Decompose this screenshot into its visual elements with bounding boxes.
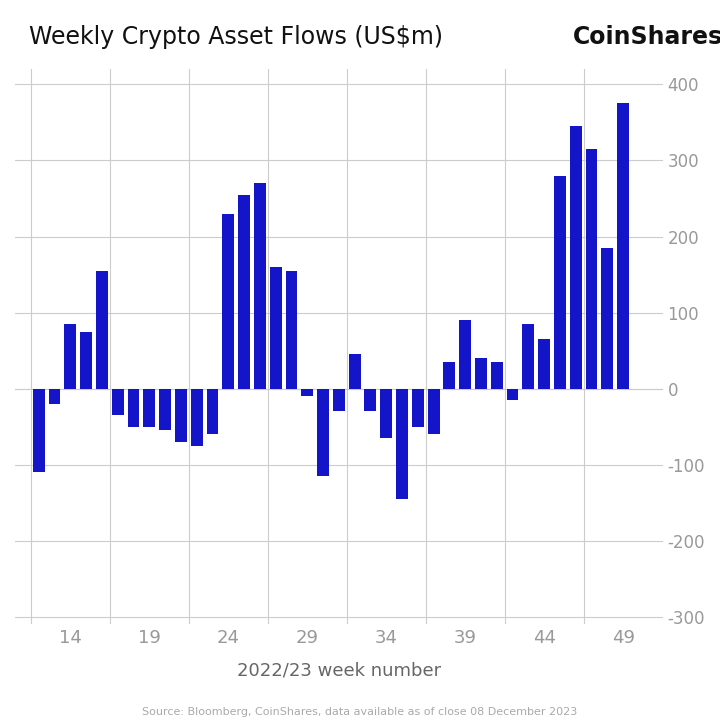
X-axis label: 2022/23 week number: 2022/23 week number (237, 661, 441, 679)
Bar (159, 388, 171, 430)
Bar (301, 388, 313, 396)
Bar (570, 127, 582, 388)
Bar (207, 388, 218, 435)
Bar (428, 388, 439, 435)
Bar (191, 388, 202, 445)
Bar (270, 267, 282, 388)
Text: Weekly Crypto Asset Flows (US$m): Weekly Crypto Asset Flows (US$m) (29, 25, 443, 49)
Bar (222, 214, 234, 388)
Bar (585, 149, 598, 388)
Bar (127, 388, 140, 427)
Bar (617, 103, 629, 388)
Bar (64, 324, 76, 388)
Bar (112, 388, 124, 415)
Bar (175, 388, 186, 442)
Bar (80, 332, 92, 388)
Bar (48, 388, 60, 404)
Bar (601, 248, 613, 388)
Bar (396, 388, 408, 499)
Bar (33, 388, 45, 472)
Bar (317, 388, 329, 476)
Bar (96, 270, 108, 388)
Bar (143, 388, 156, 427)
Bar (523, 324, 534, 388)
Bar (444, 362, 455, 388)
Bar (491, 362, 503, 388)
Bar (333, 388, 345, 411)
Bar (539, 339, 550, 388)
Text: Source: Bloomberg, CoinShares, data available as of close 08 December 2023: Source: Bloomberg, CoinShares, data avai… (143, 707, 577, 717)
Bar (459, 320, 471, 388)
Bar (380, 388, 392, 438)
Bar (412, 388, 424, 427)
Bar (475, 358, 487, 388)
Bar (554, 176, 566, 388)
Bar (348, 354, 361, 388)
Bar (364, 388, 377, 411)
Bar (254, 184, 266, 388)
Bar (286, 270, 297, 388)
Text: CoinShares: CoinShares (572, 25, 720, 49)
Bar (507, 388, 518, 400)
Bar (238, 194, 250, 388)
